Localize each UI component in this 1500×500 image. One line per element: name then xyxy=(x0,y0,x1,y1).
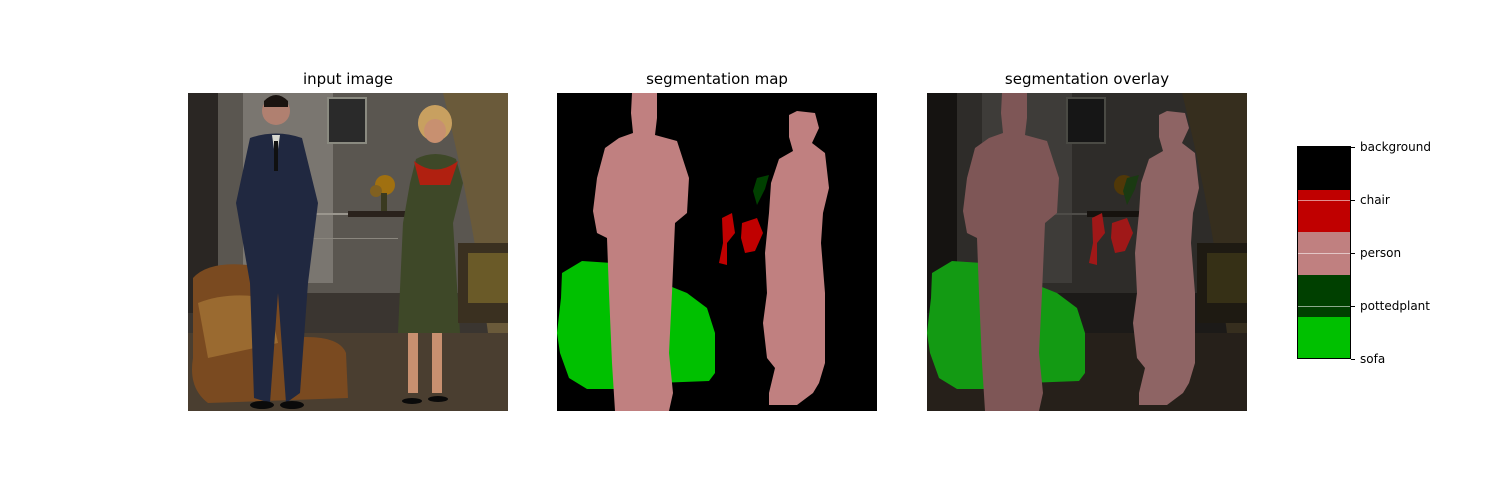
legend-label-background: background xyxy=(1360,140,1431,154)
pottedplant-region xyxy=(753,175,769,205)
segmentation-map xyxy=(557,93,877,411)
segmentation-map-title: segmentation map xyxy=(646,70,788,88)
overlay-canvas xyxy=(927,93,1247,411)
colorbar-tick xyxy=(1351,147,1355,148)
colorbar-divider xyxy=(1298,200,1350,201)
legend-label-sofa: sofa xyxy=(1360,352,1386,366)
chair-region-2 xyxy=(741,218,763,253)
colorbar-tick xyxy=(1351,253,1355,254)
colorbar-divider xyxy=(1298,306,1350,307)
segmentation-overlay xyxy=(927,93,1247,411)
segmentation-map-canvas xyxy=(557,93,877,411)
input-image xyxy=(188,93,508,411)
colorbar-tick xyxy=(1351,306,1355,307)
legend-label-pottedplant: pottedplant xyxy=(1360,299,1430,313)
person-region-man xyxy=(593,93,689,411)
colorbar-swatch-chair xyxy=(1298,189,1350,233)
chair-region-1 xyxy=(719,213,735,265)
colorbar-tick xyxy=(1351,200,1355,201)
legend-label-chair: chair xyxy=(1360,193,1390,207)
colorbar-swatch-sofa xyxy=(1298,317,1350,358)
legend-label-person: person xyxy=(1360,246,1402,260)
segmentation-overlay-title: segmentation overlay xyxy=(1004,70,1170,88)
colorbar xyxy=(1297,146,1351,359)
colorbar-divider xyxy=(1298,253,1350,254)
person-region-woman xyxy=(763,111,829,405)
colorbar-swatch-background xyxy=(1298,147,1350,190)
colorbar-swatch-pottedplant xyxy=(1298,274,1350,318)
input-image-title: input image xyxy=(302,70,394,88)
input-photo xyxy=(188,93,508,411)
colorbar-tick xyxy=(1351,359,1355,360)
